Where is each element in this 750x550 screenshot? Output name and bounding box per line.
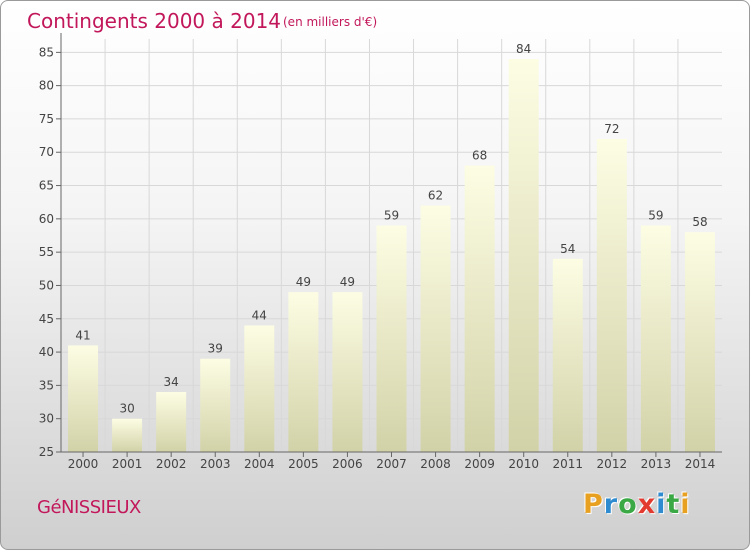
data-label: 49 [340,275,355,289]
x-tick-label: 2006 [332,457,363,471]
x-tick-label: 2002 [156,457,187,471]
bar [112,418,143,452]
data-label: 34 [164,375,179,389]
x-tick-label: 2008 [420,457,451,471]
x-tick-label: 2013 [641,457,672,471]
y-tick-label: 35 [39,378,54,392]
x-tick-label: 2003 [200,457,231,471]
bar [244,325,275,452]
data-label: 84 [516,42,531,56]
x-tick-label: 2014 [685,457,716,471]
bar [640,225,671,452]
data-label: 44 [252,308,267,322]
data-label: 49 [296,275,311,289]
y-tick-label: 40 [39,345,54,359]
x-tick-label: 2005 [288,457,319,471]
y-tick-label: 75 [39,112,54,126]
bar [508,58,539,452]
data-label: 30 [119,402,134,416]
data-label: 41 [75,328,90,342]
x-tick-label: 2001 [112,457,143,471]
y-tick-label: 45 [39,312,54,326]
commune-name: GéNISSIEUX [37,497,141,518]
chart-subtitle: (en milliers d'€) [283,15,377,29]
y-tick-label: 50 [39,278,54,292]
bar [420,205,451,452]
chart-title: Contingents 2000 à 2014 [27,9,281,33]
bar [200,358,231,452]
bar [684,232,715,452]
x-tick-label: 2009 [464,457,495,471]
axes: 25 30 35 40 45 50 55 60 65 70 75 80 85 2000 2001 2002 20… [39,33,722,471]
x-tick-label: 2012 [597,457,628,471]
y-tick-label: 70 [39,145,54,159]
bar [288,292,319,452]
bar [376,225,407,452]
bar [156,392,187,452]
y-tick-label: 30 [39,412,54,426]
proxiti-logo: Proxiti [583,489,691,520]
data-label: 54 [560,242,575,256]
data-label: 39 [208,342,223,356]
y-tick-label: 80 [39,79,54,93]
bars: 41 30 34 39 44 49 49 59 62 68 84 54 72 59 58 [68,42,715,452]
data-label: 72 [604,122,619,136]
y-tick-label: 85 [39,45,54,59]
x-tick-label: 2004 [244,457,275,471]
y-tick-label: 60 [39,212,54,226]
data-label: 59 [648,209,663,223]
y-tick-label: 55 [39,245,54,259]
x-tick-label: 2007 [376,457,407,471]
y-tick-label: 25 [39,445,54,459]
data-label: 58 [692,215,707,229]
x-tick-label: 2000 [68,457,99,471]
bar [596,138,627,452]
data-label: 62 [428,189,443,203]
x-tick-label: 2011 [552,457,583,471]
data-label: 59 [384,209,399,223]
bar [332,292,363,452]
data-label: 68 [472,149,487,163]
gridlines [61,39,722,453]
y-tick-label: 65 [39,179,54,193]
bar [68,345,99,452]
bar [464,165,495,452]
bar [552,258,583,452]
x-tick-label: 2010 [508,457,539,471]
